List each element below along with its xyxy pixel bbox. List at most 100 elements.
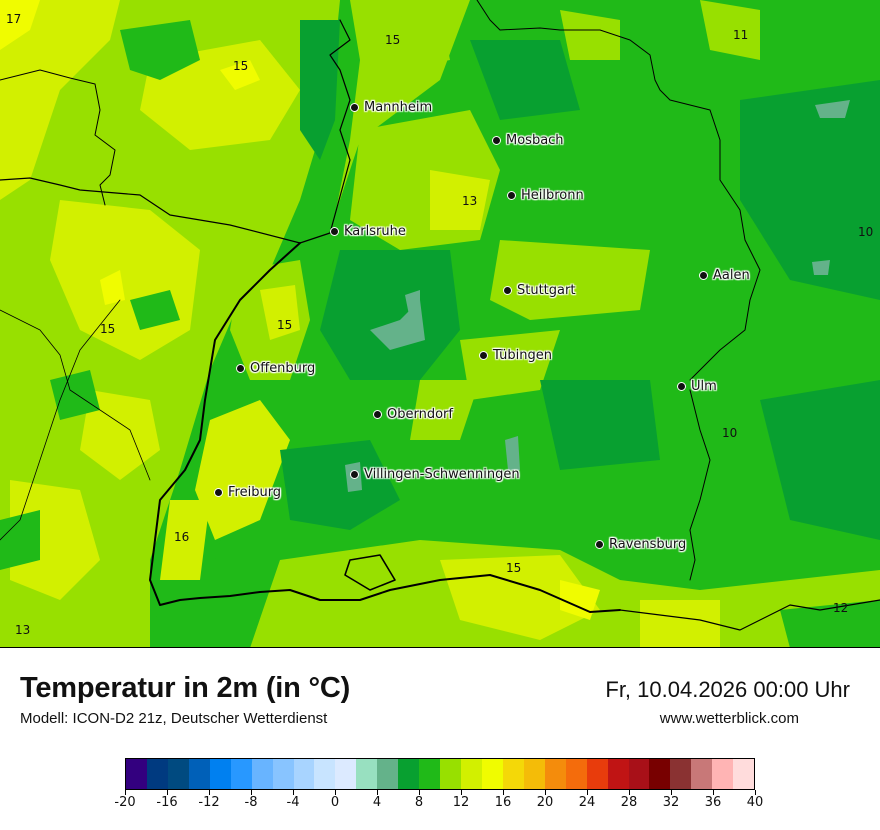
colorbar-bin [544, 759, 566, 789]
colorbar-bin [565, 759, 587, 789]
colorbar-tick-label: -20 [114, 795, 136, 810]
colorbar-bin [607, 759, 629, 789]
city-label: Villingen-Schwenningen [364, 467, 520, 482]
city-label: Ravensburg [609, 537, 687, 552]
city-marker-mosbach: Mosbach [492, 133, 564, 148]
model-source: Modell: ICON-D2 21z, Deutscher Wetterdie… [20, 710, 328, 727]
colorbar-tick [544, 790, 546, 795]
colorbar-tick [292, 790, 294, 795]
city-label: Heilbronn [521, 188, 584, 203]
colorbar-tick-label: 0 [330, 795, 340, 810]
colorbar-bin [314, 759, 336, 789]
contour-label: 12 [833, 601, 849, 615]
colorbar-tick [208, 790, 210, 795]
website-credit: www.wetterblick.com [659, 710, 799, 727]
colorbar-tick [754, 790, 756, 795]
city-marker-aalen: Aalen [699, 268, 750, 283]
city-dot-icon [350, 103, 359, 112]
contour-label: 15 [506, 561, 522, 575]
colorbar-bin [523, 759, 545, 789]
colorbar-bin [712, 759, 734, 789]
city-dot-icon [492, 136, 501, 145]
city-label: Oberndorf [387, 407, 453, 422]
colorbar-tick [712, 790, 714, 795]
city-dot-icon [699, 271, 708, 280]
colorbar-tick-label: 20 [536, 795, 554, 810]
city-dot-icon [214, 488, 223, 497]
colorbar-bin [251, 759, 273, 789]
contour-label: 15 [100, 322, 116, 336]
colorbar-tick [124, 790, 126, 795]
city-marker-stuttgart: Stuttgart [503, 283, 575, 298]
colorbar-bin [481, 759, 503, 789]
colorbar-bin [586, 759, 608, 789]
temperature-map: 17 15 15 11 13 10 15 15 10 16 15 12 13 M… [0, 0, 880, 648]
city-dot-icon [330, 227, 339, 236]
colorbar-tick-label: 28 [620, 795, 638, 810]
colorbar-ticks: -20 -16 -12 -8 -4 0 4 8 12 16 20 24 28 32 36 40 [114, 790, 763, 820]
contour-label: 11 [733, 28, 749, 42]
map-title: Temperatur in 2m (in °C) [20, 672, 351, 704]
colorbar-bin [733, 759, 755, 789]
city-marker-ulm: Ulm [677, 379, 717, 394]
city-dot-icon [236, 364, 245, 373]
city-marker-karlsruhe: Karlsruhe [330, 224, 406, 239]
city-marker-villingen-schwenningen: Villingen-Schwenningen [350, 467, 520, 482]
city-label: Aalen [713, 268, 750, 283]
colorbar-tick [628, 790, 630, 795]
colorbar-tick [376, 790, 378, 795]
colorbar-tick-label: 32 [662, 795, 680, 810]
colorbar-tick-label: -16 [156, 795, 178, 810]
colorbar-tick-label: 40 [746, 795, 764, 810]
city-label: Mannheim [364, 100, 433, 115]
contour-label: 10 [858, 225, 874, 239]
colorbar [125, 758, 755, 790]
city-label: Stuttgart [517, 283, 576, 298]
colorbar-tick-label: 36 [704, 795, 722, 810]
city-dot-icon [350, 470, 359, 479]
colorbar-tick-label: -8 [244, 795, 258, 810]
colorbar-tick-label: 8 [414, 795, 424, 810]
colorbar-tick-label: 24 [578, 795, 596, 810]
colorbar-tick-label: -4 [286, 795, 300, 810]
city-label: Ulm [691, 379, 717, 394]
colorbar-tick [586, 790, 588, 795]
contour-label: 16 [174, 530, 190, 544]
contour-label: 17 [6, 12, 22, 26]
colorbar-bin [398, 759, 420, 789]
city-label: Karlsruhe [344, 224, 406, 239]
colorbar-bin [377, 759, 399, 789]
city-dot-icon [507, 191, 516, 200]
colorbar-tick-label: 4 [372, 795, 382, 810]
city-marker-oberndorf: Oberndorf [373, 407, 453, 422]
colorbar-bin [146, 759, 168, 789]
contour-label: 15 [385, 33, 401, 47]
colorbar-bin [209, 759, 231, 789]
colorbar-bin [628, 759, 650, 789]
colorbar-bin [335, 759, 357, 789]
colorbar-bin [691, 759, 713, 789]
city-label: Tübingen [493, 348, 552, 363]
city-marker-ravensburg: Ravensburg [595, 537, 686, 552]
city-dot-icon [595, 540, 604, 549]
colorbar-bin [356, 759, 378, 789]
city-marker-heilbronn: Heilbronn [507, 188, 584, 203]
colorbar-bin [188, 759, 210, 789]
colorbar-bin [230, 759, 252, 789]
colorbar-tick [670, 790, 672, 795]
colorbar-tick-label: 12 [452, 795, 470, 810]
contour-label: 13 [15, 623, 31, 637]
city-dot-icon [677, 382, 686, 391]
colorbar-bin [167, 759, 189, 789]
city-label: Offenburg [250, 361, 316, 376]
colorbar-tick-label: 16 [494, 795, 512, 810]
colorbar-bin [440, 759, 461, 789]
contour-label: 15 [233, 59, 249, 73]
colorbar-tick [166, 790, 168, 795]
colorbar-bin [649, 759, 671, 789]
city-label: Mosbach [506, 133, 564, 148]
city-marker-freiburg: Freiburg [214, 485, 281, 500]
colorbar-bin [502, 759, 524, 789]
colorbar-tick-label: -12 [198, 795, 220, 810]
colorbar-bin [670, 759, 692, 789]
